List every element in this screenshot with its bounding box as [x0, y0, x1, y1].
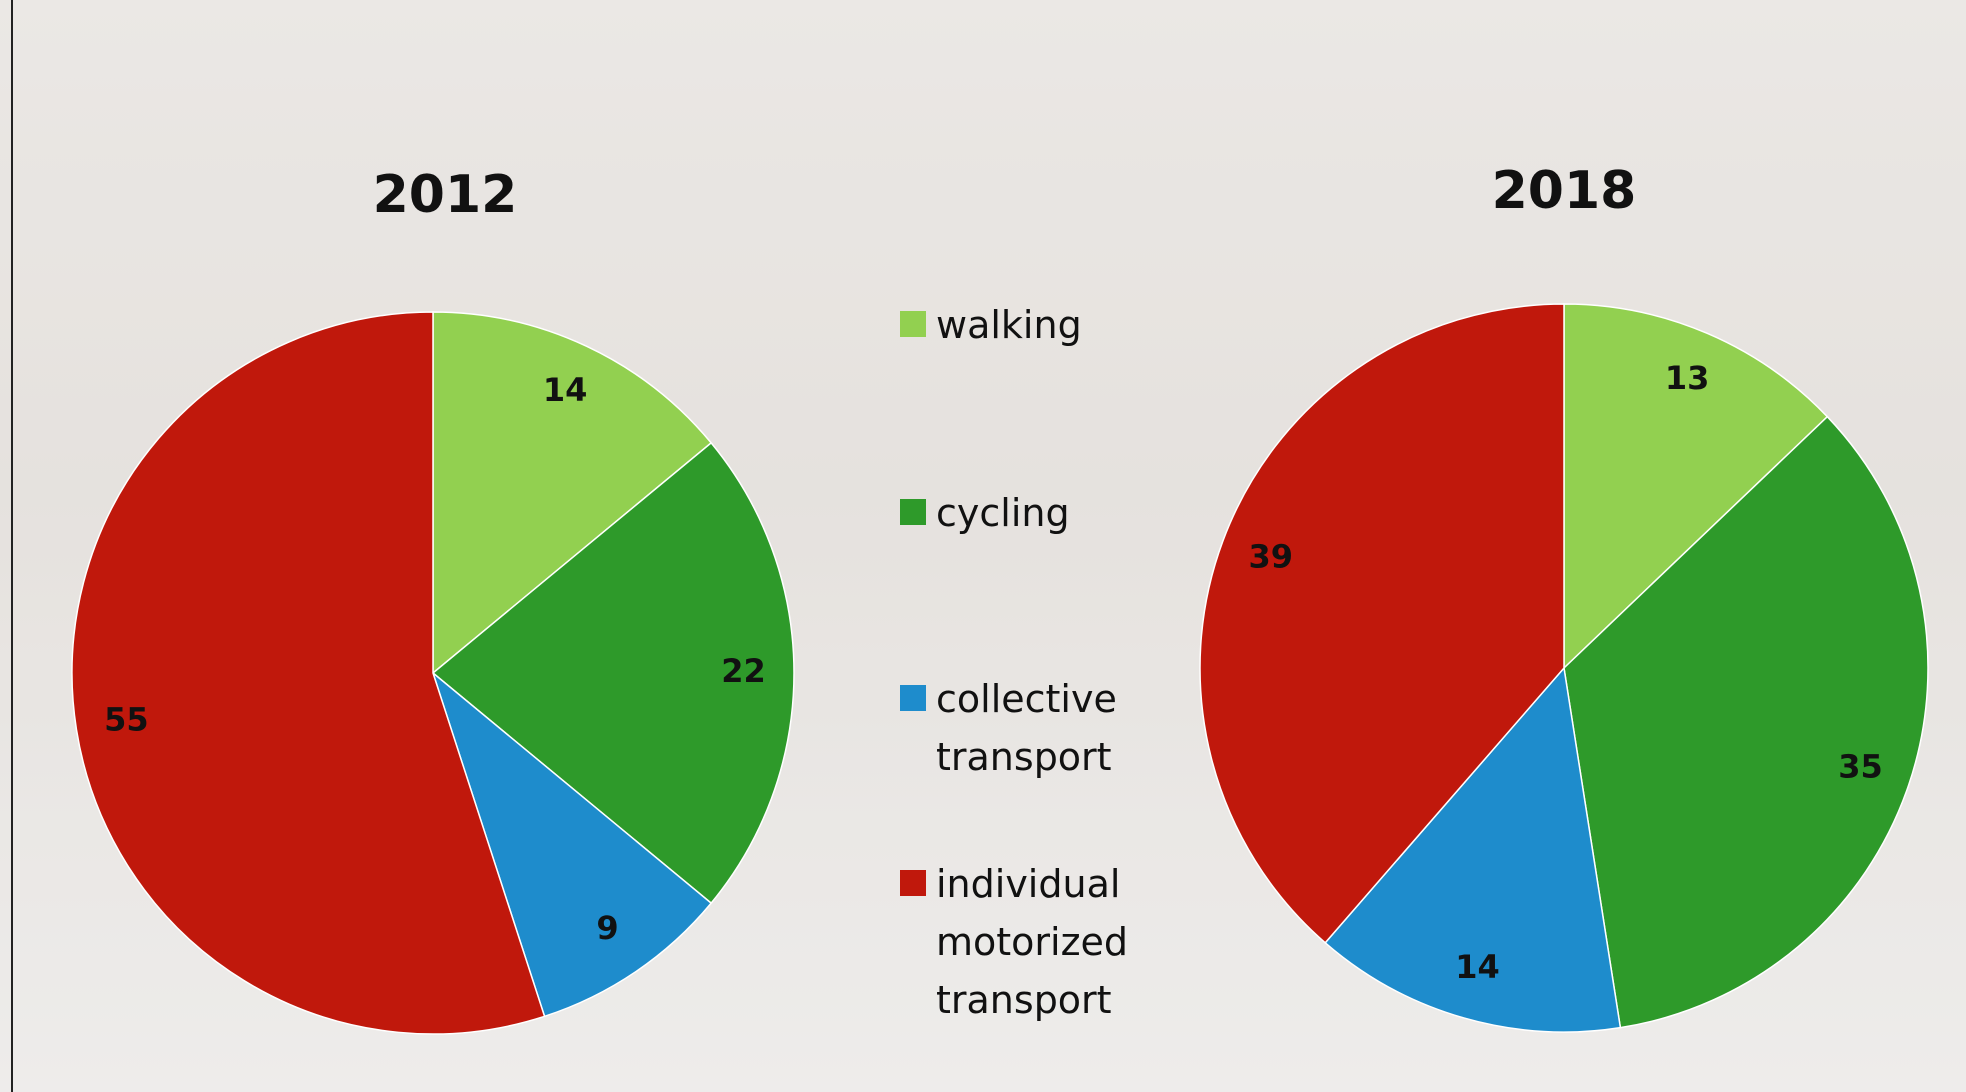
pie-title: 2012: [373, 165, 518, 225]
value-label: 13: [1665, 359, 1710, 397]
pie-title: 2018: [1492, 161, 1637, 221]
legend-label: cycling: [936, 484, 1166, 542]
value-label: 39: [1249, 537, 1294, 575]
value-label: 35: [1838, 747, 1883, 785]
legend-item: walking: [900, 296, 1166, 354]
legend-label: collective transport: [936, 670, 1166, 786]
value-label: 14: [1455, 948, 1500, 986]
legend-label: walking: [936, 296, 1166, 354]
value-label: 9: [596, 909, 618, 947]
value-label: 14: [543, 371, 588, 409]
legend-item: individual motorized transport: [900, 855, 1166, 1029]
legend-item: cycling: [900, 484, 1166, 542]
value-label: 55: [104, 701, 149, 739]
legend-label: individual motorized transport: [936, 855, 1166, 1029]
legend-swatch: [900, 311, 926, 337]
value-label: 22: [721, 652, 766, 690]
legend-swatch: [900, 870, 926, 896]
page: 2012 14 22 9 55 2018 13 35 14 39 walking cycling co…: [0, 0, 1966, 1092]
legend-swatch: [900, 499, 926, 525]
legend-item: collective transport: [900, 670, 1166, 786]
legend-swatch: [900, 685, 926, 711]
